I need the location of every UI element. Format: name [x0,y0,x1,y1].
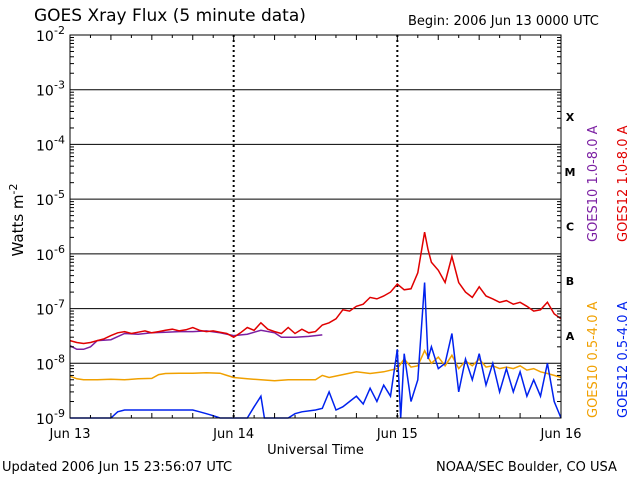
y-tick-label: 10 [36,193,54,209]
flare-class-label: X [566,111,575,124]
x-tick-label: Jun 15 [376,427,418,442]
flare-class-label: C [566,221,574,234]
series-goes10-0-5-4-0-a [69,349,562,382]
grid-layer [70,34,561,419]
series-layer [69,231,562,419]
y-tick-label: 10 [36,138,54,154]
flare-class-label: M [565,166,576,179]
x-tick-label: Jun 13 [49,427,91,442]
chart-title: GOES Xray Flux (5 minute data) [34,6,306,26]
legend-goes10-0-5-4-0-a: GOES10 0.5-4.0 A [586,301,601,418]
y-tick-label-exponent: -3 [54,79,65,92]
credit-label: NOAA/SEC Boulder, CO USA [436,460,617,475]
flare-class-label: A [566,330,575,343]
series-goes10-1-0-8-0-a [69,329,323,351]
y-tick-label-exponent: -4 [54,133,65,146]
y-tick-label: 10 [36,357,54,373]
y-tick-label: 10 [36,84,54,100]
y-tick-label: 10 [36,248,54,264]
legend-goes12-1-0-8-0-a: GOES12 1.0-8.0 A [616,125,631,242]
y-tick-label: 10 [36,29,54,45]
series-goes12-1-0-8-0-a [69,231,562,345]
plot-frame [69,34,562,419]
series-goes12-0-5-4-0-a [70,282,562,419]
flare-class-label: B [566,275,574,288]
x-axis-label: Universal Time [267,443,364,458]
y-tick-label-exponent: -7 [54,298,65,311]
y-tick-label-exponent: -6 [54,243,65,256]
begin-time-label: Begin: 2006 Jun 13 0000 UTC [408,14,599,29]
y-tick-label-exponent: -8 [54,352,65,365]
updated-timestamp: Updated 2006 Jun 15 23:56:07 UTC [2,460,233,475]
y-axis-label: Watts m-2 [7,184,27,257]
x-tick-label: Jun 16 [540,427,582,442]
y-tick-label-exponent: -2 [54,24,65,37]
y-tick-label-exponent: -5 [54,188,65,201]
x-tick-label: Jun 14 [212,427,254,442]
y-axis-label-exponent: -2 [7,184,20,195]
y-tick-label-exponent: -9 [54,407,65,420]
legend-goes12-0-5-4-0-a: GOES12 0.5-4.0 A [616,301,631,418]
y-tick-label: 10 [36,412,54,428]
y-tick-label: 10 [36,303,54,319]
legend-goes10-1-0-8-0-a: GOES10 1.0-8.0 A [586,125,601,242]
